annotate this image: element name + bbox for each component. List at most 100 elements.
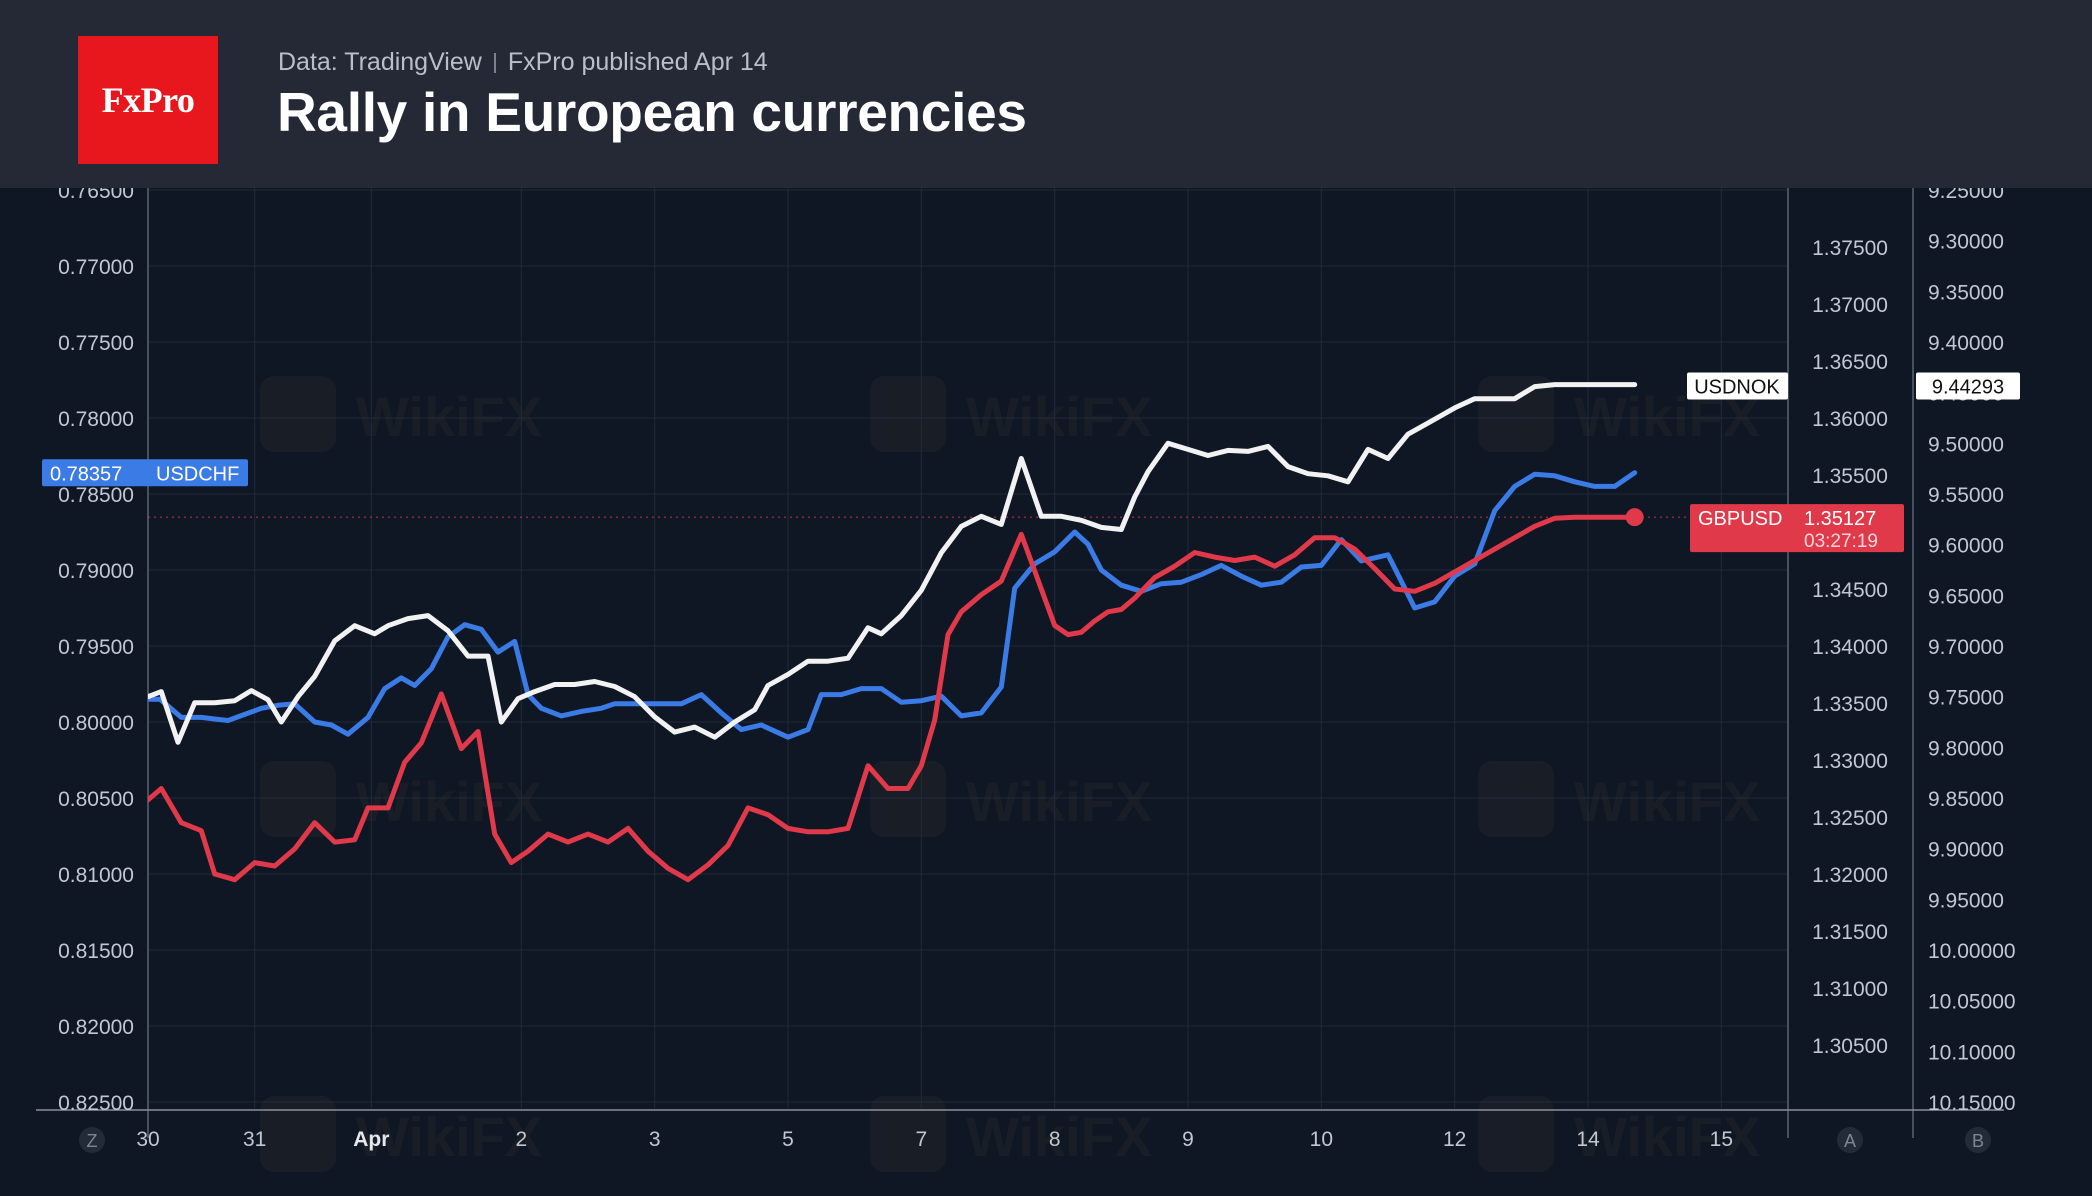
watermark-badge-icon [1478,761,1554,837]
left-tick-label: 0.78500 [58,484,134,507]
x-tick-label: 8 [1049,1128,1061,1151]
axis-a-tick-label: 1.32500 [1812,807,1888,830]
x-tick-label: 9 [1182,1128,1194,1151]
watermark-text: WikiFX [966,1105,1152,1168]
axis-a-tick-label: 1.37000 [1812,294,1888,317]
watermark-text: WikiFX [356,385,542,448]
watermark-badge-icon [260,1096,336,1172]
watermark-text: WikiFX [1574,770,1760,833]
left-tick-label: 0.76500 [58,188,134,203]
watermark-text: WikiFX [966,770,1152,833]
watermark-badge-icon [260,761,336,837]
x-tick-label: 14 [1576,1128,1600,1151]
axis-b-tick-label: 9.75000 [1928,687,2004,710]
watermark-text: WikiFX [966,385,1152,448]
axis-a-tick-label: 1.37500 [1812,237,1888,260]
left-tick-label: 0.82000 [58,1016,134,1039]
gbpusd-last-point [1625,508,1644,527]
published-date: FxPro published Apr 14 [507,48,768,76]
watermark: WikiFX [870,376,1152,452]
usdchf-last-value: 0.78357 [50,463,122,485]
axis-b-tick-label: 10.10000 [1928,1041,2016,1064]
x-tick-label: 12 [1443,1128,1466,1151]
left-axis-ticks: 0.76500 0.77000 0.77500 0.78000 0.78500 0.790… [58,188,134,1115]
axis-a-tick-label: 1.31000 [1812,978,1888,1001]
axis-a-tick-label: 1.34000 [1812,636,1888,659]
watermark-badge-icon [260,376,336,452]
watermark-badge-icon [870,761,946,837]
left-tick-label: 0.82500 [58,1092,134,1115]
x-tick-label: 30 [136,1128,159,1151]
usdnok-value-badge-bg [1916,372,2020,400]
watermark: WikiFX [1478,761,1760,837]
x-tick-label: 5 [782,1128,794,1151]
subtitle-row: Data: TradingView FxPro published Apr 14 [278,48,768,77]
chart-area: WikiFX WikiFX WikiFX WikiFX WikiFX WikiFX Wiki… [36,188,2020,1172]
axis-b-tick-label: 9.30000 [1928,231,2004,254]
axis-a-tick-label: 1.33500 [1812,693,1888,716]
axis-a-tick-label: 1.32000 [1812,864,1888,887]
watermark-text: WikiFX [356,770,542,833]
axis-b-tick-label: 9.95000 [1928,889,2004,912]
axis-b-tick-label: 9.35000 [1928,281,2004,304]
axis-corner-badge [1965,1127,1991,1153]
header-bar: FxPro Data: TradingView FxPro published … [0,0,2092,188]
x-tick-label: 10 [1310,1128,1333,1151]
left-tick-label: 0.80500 [58,788,134,811]
chart-axes [36,188,2004,1138]
usdchf-badge-bg [42,459,248,487]
left-tick-label: 0.78000 [58,408,134,431]
axis-corner-badge [1837,1127,1863,1153]
axis-b-tick-label: 9.85000 [1928,788,2004,811]
x-axis-ticks: 30 31 Apr 2 3 5 7 8 9 10 12 14 15 Z A B [79,1127,1991,1153]
left-tick-label: 0.81500 [58,940,134,963]
watermark: WikiFX [260,1096,542,1172]
left-tick-label: 0.77500 [58,332,134,355]
gbpusd-badge-bg [1690,504,1904,553]
watermark: WikiFX [260,761,542,837]
gbpusd-label: GBPUSD [1698,508,1782,530]
axis-corner-label: A [1844,1131,1856,1151]
series-line-usdchf [148,470,1638,740]
axis-b-tick-label: 9.55000 [1928,484,2004,507]
watermark: WikiFX [1478,1096,1760,1172]
usdchf-label: USDCHF [156,463,239,485]
axis-b-tick-label: 10.00000 [1928,940,2016,963]
x-tick-label: 7 [915,1128,927,1151]
axis-a-tick-label: 1.36000 [1812,408,1888,431]
axis-a-tick-label: 1.34500 [1812,579,1888,602]
axis-b-tick-label: 9.80000 [1928,737,2004,760]
axis-corner-label: B [1972,1131,1984,1151]
watermark-text: WikiFX [356,1105,542,1168]
left-tick-label: 0.81000 [58,864,134,887]
x-tick-label: 15 [1710,1128,1733,1151]
watermark-badge-icon [1478,1096,1554,1172]
axis-a-tick-label: 1.35500 [1812,465,1888,488]
axis-b-tick-label: 9.50000 [1928,433,2004,456]
series-line-usdnok [148,382,1638,745]
watermark-badge-icon [1478,376,1554,452]
axis-b-tick-label: 9.40000 [1928,332,2004,355]
axis-a-tick-label: 1.33000 [1812,750,1888,773]
axis-corner-badge [79,1127,105,1153]
x-tick-label: 31 [243,1128,266,1151]
axis-b-tick-label: 9.90000 [1928,839,2004,862]
gbpusd-last-value: 1.35127 [1804,508,1876,530]
axis-b-tick-label: 9.65000 [1928,585,2004,608]
series-layer [148,382,1788,883]
gbpusd-countdown: 03:27:19 [1804,531,1878,552]
watermark: WikiFX [870,761,1152,837]
watermark: WikiFX [870,1096,1152,1172]
watermark-badge-icon [870,1096,946,1172]
series-line-gbpusd [148,514,1638,883]
watermark: WikiFX [260,376,542,452]
left-tick-label: 0.79500 [58,636,134,659]
axis-b-tick-label: 10.15000 [1928,1092,2016,1115]
axis-b-tick-label: 9.25000 [1928,188,2004,203]
chart-grid [147,188,1788,1108]
x-tick-label: Apr [353,1128,389,1151]
fxpro-logo: FxPro [78,36,218,164]
axis-a-tick-label: 1.36500 [1812,351,1888,374]
left-tick-label: 0.80000 [58,712,134,735]
